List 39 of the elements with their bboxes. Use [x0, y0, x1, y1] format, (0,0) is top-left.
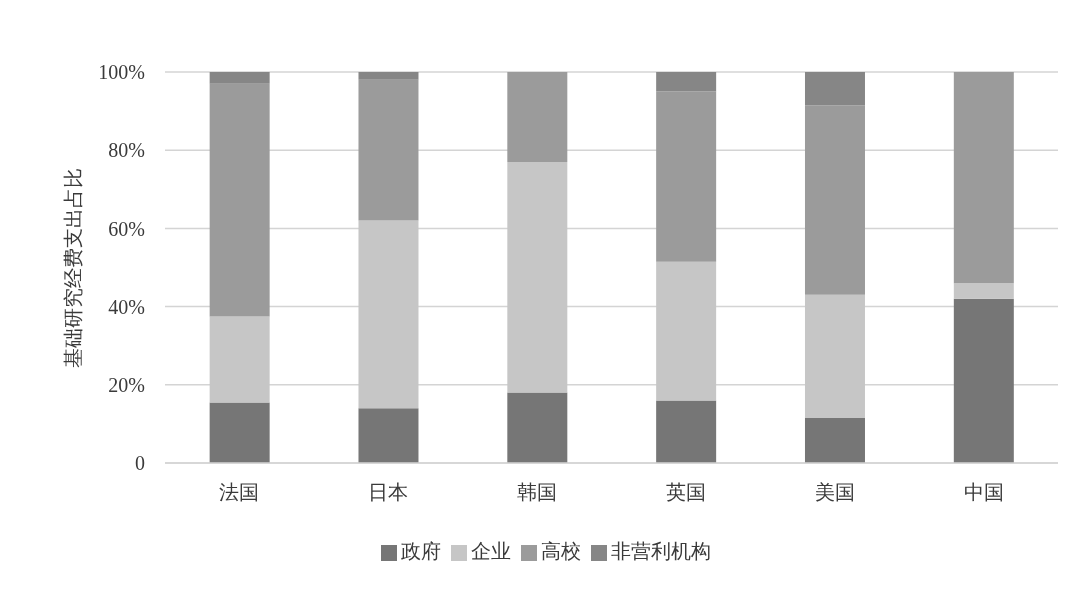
bar: [656, 72, 717, 92]
bar: [358, 220, 419, 409]
x-tick-label: 法国: [219, 481, 260, 504]
bar: [358, 79, 419, 221]
bar: [507, 161, 568, 393]
x-tick-label: 韩国: [517, 481, 558, 504]
bar: [507, 392, 568, 463]
legend-label: 非营利机构: [610, 540, 711, 562]
bar: [358, 72, 419, 80]
x-tick-label: 日本: [368, 481, 409, 504]
y-tick-label: 40%: [108, 295, 145, 318]
y-tick-label: 80%: [108, 139, 145, 162]
bar: [209, 316, 270, 403]
bar: [953, 72, 1014, 284]
x-tick-label: 英国: [665, 481, 706, 504]
y-tick-label: 60%: [108, 217, 145, 240]
legend-label: 高校: [540, 540, 581, 562]
bar: [209, 402, 270, 463]
bar: [804, 105, 865, 295]
y-axis-title: 基础研究经费支出占比: [62, 167, 85, 368]
bar: [804, 72, 865, 106]
bar: [656, 400, 717, 463]
bar: [953, 283, 1014, 299]
y-tick-label: 20%: [108, 373, 145, 396]
legend-label: 政府: [400, 540, 441, 562]
bar: [953, 298, 1014, 463]
bar: [656, 261, 717, 401]
bar: [358, 408, 419, 463]
bar: [209, 72, 270, 84]
bar: [804, 294, 865, 419]
bar: [656, 91, 717, 262]
legend-label: 企业: [470, 540, 511, 562]
y-tick-label: 100%: [98, 61, 145, 84]
x-tick-label: 美国: [814, 481, 855, 504]
bar: [804, 418, 865, 463]
bar: [209, 83, 270, 317]
y-tick-label: 0: [135, 452, 145, 475]
x-tick-label: 中国: [963, 481, 1004, 504]
bar: [507, 72, 568, 162]
